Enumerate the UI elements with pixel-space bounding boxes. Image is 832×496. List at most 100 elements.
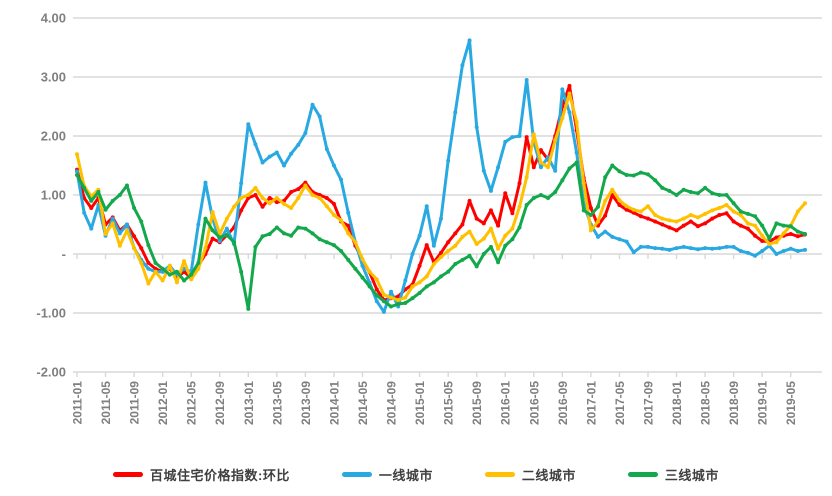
data-point-marker: [510, 211, 515, 216]
data-point-marker: [617, 237, 622, 242]
x-tick-label: 2013-09: [299, 381, 313, 425]
data-point-marker: [139, 219, 144, 224]
data-point-marker: [217, 239, 222, 244]
data-point-marker: [146, 266, 151, 271]
data-point-marker: [117, 193, 122, 197]
data-point-marker: [253, 193, 258, 197]
data-point-marker: [560, 178, 565, 183]
data-point-marker: [795, 249, 800, 254]
data-point-marker: [603, 175, 608, 180]
x-tick-label: 2015-05: [442, 381, 456, 425]
data-point-marker: [210, 236, 215, 241]
data-point-marker: [617, 198, 622, 203]
data-point-marker: [524, 135, 529, 140]
x-tick-label: 2012-01: [156, 381, 170, 425]
data-point-marker: [232, 240, 237, 245]
data-point-marker: [224, 233, 229, 238]
data-point-marker: [460, 257, 465, 262]
data-point-marker: [239, 195, 244, 200]
data-point-marker: [353, 266, 358, 271]
data-point-marker: [160, 278, 165, 283]
data-point-marker: [688, 213, 693, 218]
data-point-marker: [289, 190, 294, 195]
data-point-marker: [446, 249, 451, 254]
data-point-marker: [239, 269, 244, 274]
data-point-marker: [310, 102, 315, 107]
data-point-marker: [310, 231, 315, 236]
data-point-marker: [731, 209, 736, 214]
data-point-marker: [132, 234, 137, 239]
data-point-marker: [703, 211, 708, 216]
data-point-marker: [153, 269, 158, 274]
data-point-marker: [424, 274, 429, 279]
data-point-marker: [110, 198, 115, 203]
data-point-marker: [303, 183, 308, 188]
data-point-marker: [553, 168, 558, 173]
data-point-marker: [695, 247, 700, 252]
x-tick-label: 2019-01: [756, 381, 770, 425]
data-point-marker: [381, 299, 386, 304]
data-point-marker: [703, 246, 708, 251]
legend-swatch-icon: [341, 472, 372, 477]
data-point-marker: [753, 223, 758, 228]
data-point-marker: [281, 163, 286, 168]
x-tick-label: 2015-09: [470, 381, 484, 425]
data-point-marker: [653, 213, 658, 218]
data-point-marker: [239, 208, 244, 213]
data-point-marker: [588, 205, 593, 210]
data-point-marker: [217, 235, 222, 240]
data-point-marker: [695, 215, 700, 220]
data-point-marker: [360, 257, 365, 262]
data-point-marker: [453, 110, 458, 115]
data-point-marker: [717, 246, 722, 251]
data-point-marker: [324, 146, 329, 151]
data-point-marker: [460, 222, 465, 227]
data-point-marker: [588, 228, 593, 233]
data-point-marker: [510, 226, 515, 231]
data-point-marker: [681, 216, 686, 221]
data-point-marker: [745, 226, 750, 231]
data-point-marker: [724, 203, 729, 208]
y-tick-label: 3.00: [41, 70, 66, 85]
data-point-marker: [82, 185, 87, 190]
data-point-marker: [674, 193, 679, 197]
data-point-marker: [353, 240, 358, 245]
x-tick-label: 2015-01: [413, 381, 427, 425]
series-3: [75, 160, 807, 311]
data-point-marker: [488, 188, 493, 193]
data-point-marker: [360, 275, 365, 280]
data-point-marker: [389, 295, 394, 300]
data-point-marker: [474, 264, 479, 269]
data-point-marker: [574, 150, 579, 155]
data-point-marker: [331, 201, 336, 206]
data-point-marker: [803, 247, 807, 252]
data-point-marker: [331, 163, 336, 168]
data-point-marker: [360, 263, 365, 268]
data-point-marker: [403, 278, 408, 283]
data-point-marker: [624, 204, 629, 209]
data-point-marker: [417, 263, 422, 268]
data-point-marker: [553, 138, 558, 143]
data-point-marker: [196, 222, 201, 227]
data-point-marker: [403, 295, 408, 300]
data-point-marker: [267, 201, 272, 206]
data-point-marker: [410, 296, 415, 301]
x-tick-label: 2018-05: [699, 381, 713, 425]
data-point-marker: [710, 246, 715, 251]
data-point-marker: [431, 262, 436, 267]
data-point-marker: [174, 269, 179, 274]
x-tick-label: 2017-05: [613, 381, 627, 425]
y-tick-label: -2.00: [36, 365, 66, 380]
data-point-marker: [760, 233, 765, 238]
data-point-marker: [538, 165, 543, 170]
series-line-1: [75, 38, 807, 314]
data-point-marker: [688, 190, 693, 195]
legend-label: 三线城市: [664, 468, 719, 483]
data-point-marker: [474, 125, 479, 130]
data-point-marker: [467, 198, 472, 203]
data-point-marker: [75, 169, 79, 174]
data-point-marker: [103, 231, 108, 236]
legend-item-0: 百城住宅价格指数:环比: [113, 465, 290, 484]
data-point-marker: [710, 208, 715, 213]
data-point-marker: [610, 234, 615, 239]
